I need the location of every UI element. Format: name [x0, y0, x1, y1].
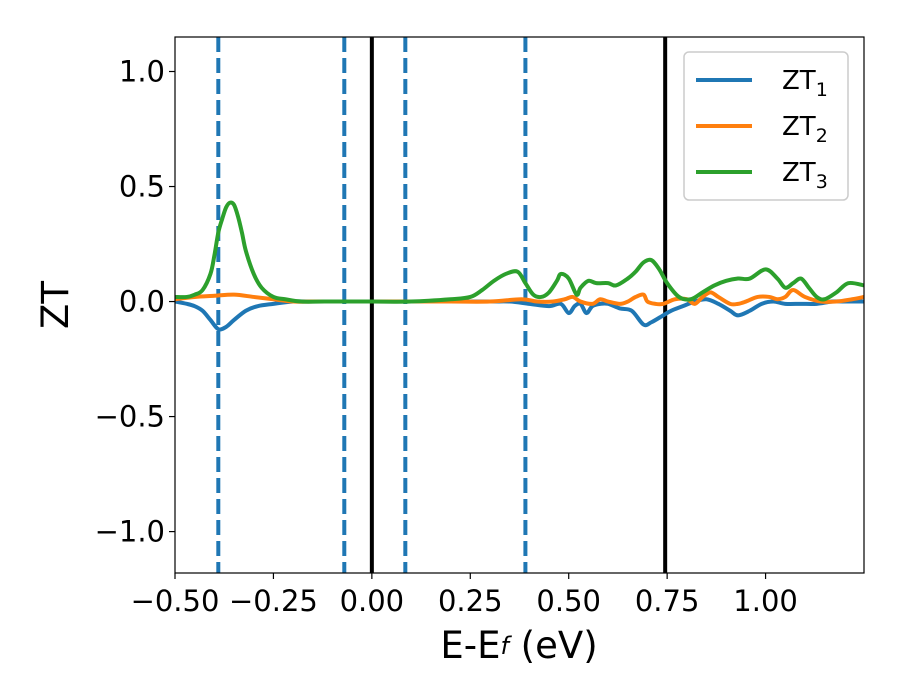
- x-tick-label: −0.50: [131, 584, 220, 618]
- y-axis-label: ZT: [34, 281, 77, 329]
- legend-label-zt2: ZT2: [782, 112, 828, 147]
- legend: ZT1 ZT2 ZT3: [683, 51, 849, 201]
- y-tick-label: −0.5: [95, 400, 165, 434]
- y-tick-label: 0.5: [119, 170, 165, 204]
- x-tick-label: 0.25: [438, 584, 503, 618]
- y-tick-label: 1.0: [119, 55, 165, 89]
- legend-box: [683, 51, 849, 201]
- series-line-zt3: [174, 200, 865, 304]
- x-tick-label: 1.00: [733, 584, 798, 618]
- legend-label-zt1: ZT1: [782, 66, 828, 101]
- y-tick-label: −1.0: [95, 515, 165, 549]
- y-axis-ticks: 1.0 0.5 0.0 −0.5 −1.0: [95, 55, 175, 549]
- x-tick-label: 0.50: [536, 584, 601, 618]
- x-tick-label: 0.00: [340, 584, 405, 618]
- plot-frame: [174, 36, 865, 574]
- x-tick-label: −0.25: [229, 584, 318, 618]
- legend-label-zt3: ZT3: [782, 158, 828, 193]
- plot-area: [174, 36, 865, 574]
- x-axis-ticks: −0.50 −0.25 0.00 0.25 0.50 0.75 1.00: [131, 573, 798, 618]
- y-tick-label: 0.0: [119, 285, 165, 319]
- x-tick-label: 0.75: [635, 584, 700, 618]
- series-lines: [174, 200, 865, 332]
- series-line-zt1: [174, 297, 864, 332]
- x-axis-label: E-Ef (eV): [440, 624, 597, 667]
